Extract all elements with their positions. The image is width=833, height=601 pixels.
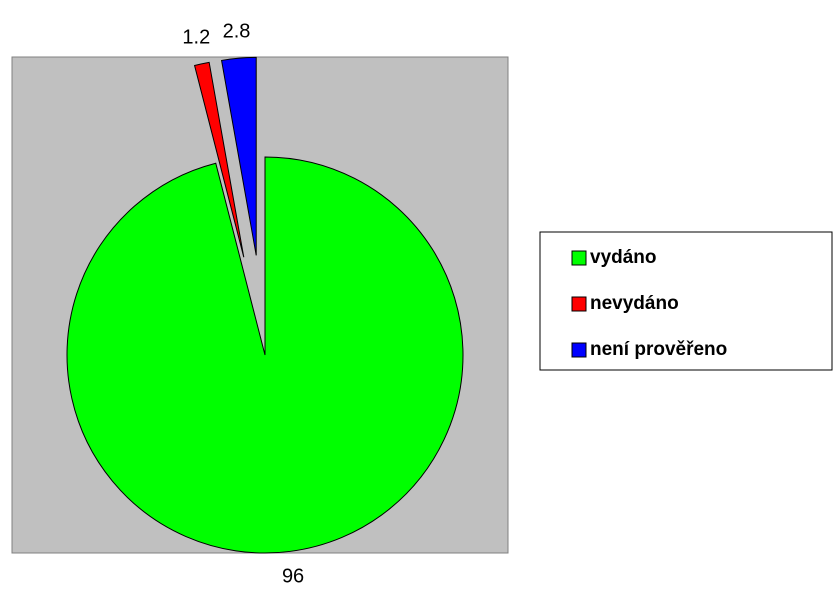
legend-swatch <box>571 250 587 266</box>
legend: vydáno nevydáno není prověřeno <box>539 231 833 371</box>
pie-slice <box>220 56 257 256</box>
data-label: 1.2 <box>182 27 210 49</box>
legend-box <box>539 231 833 371</box>
slices: 96 1.2 2.8 <box>66 21 464 588</box>
legend-label: není prověřeno <box>590 339 727 360</box>
pie-slice <box>193 61 245 258</box>
legend-label: nevydáno <box>590 293 679 314</box>
legend-label: vydáno <box>590 247 657 268</box>
legend-swatch <box>571 296 587 312</box>
data-label: 96 <box>282 566 304 588</box>
data-label: 2.8 <box>223 21 251 43</box>
pie-slice <box>66 156 464 554</box>
legend-swatch <box>571 342 587 358</box>
